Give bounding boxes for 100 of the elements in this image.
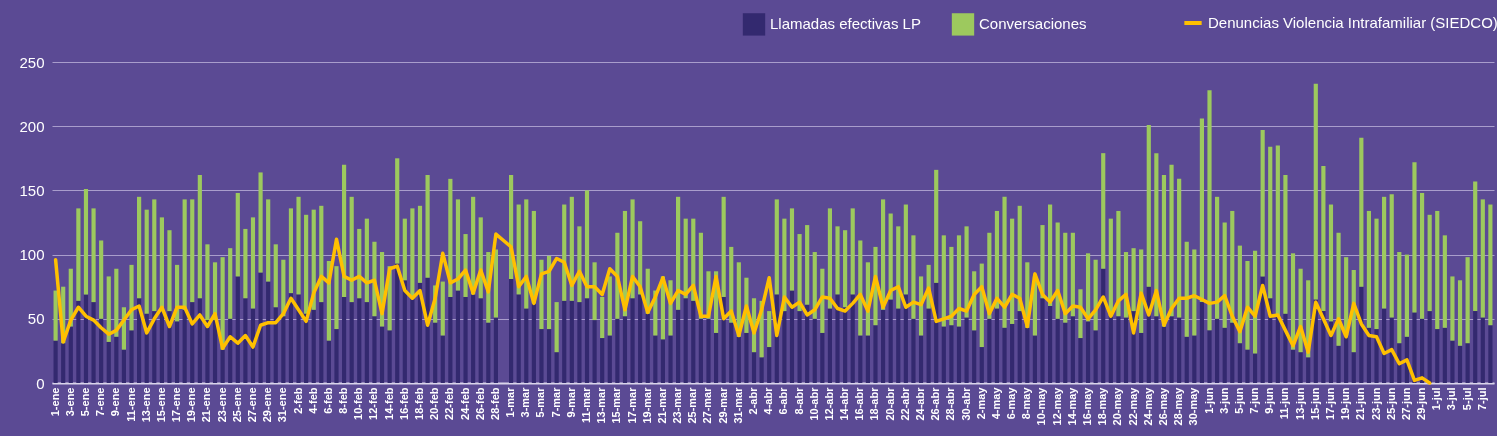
bar (516, 294, 521, 383)
bar (1245, 261, 1250, 350)
bar (1313, 83, 1318, 300)
bar (190, 199, 195, 303)
x-tick-label: 29-ene (261, 387, 274, 423)
y-tick-label: 200 (19, 117, 45, 135)
bar (395, 158, 400, 264)
bar (1108, 316, 1113, 383)
bar (577, 302, 582, 383)
bar (1070, 316, 1075, 383)
x-tick-label: 11-mar (580, 386, 593, 423)
bar (288, 208, 294, 294)
bar (1457, 280, 1463, 346)
bar (1025, 327, 1030, 383)
bar (205, 320, 210, 383)
x-tick-label: 30-may (1187, 386, 1200, 426)
bar (1450, 276, 1455, 341)
x-tick-label: 21-mar (655, 386, 668, 424)
bar (243, 298, 248, 383)
bar (805, 225, 810, 305)
bar (159, 311, 164, 383)
bar (622, 316, 628, 383)
x-tick-label: 21-ene (200, 387, 213, 423)
bar (926, 308, 931, 383)
bar (676, 309, 681, 383)
bar (349, 302, 354, 383)
x-tick-label: 17-mar (625, 386, 638, 424)
x-tick-label: 3-mar (519, 386, 532, 418)
bar (1306, 357, 1311, 383)
x-tick-label: 25-mar (686, 386, 699, 424)
bar (440, 335, 445, 383)
bar (91, 208, 96, 303)
bar (1412, 312, 1417, 383)
bar (797, 311, 802, 383)
bar (212, 320, 218, 383)
x-tick-label: 18-abr (868, 386, 881, 421)
x-tick-label: 5-ene (78, 387, 91, 417)
x-tick-label: 27-jun (1399, 387, 1412, 420)
bar (888, 299, 893, 383)
bar (880, 309, 886, 383)
x-tick-label: 24-may (1141, 386, 1154, 426)
x-tick-label: 31-mar (731, 386, 744, 424)
bar (994, 210, 1000, 309)
bar (562, 300, 567, 383)
bar (410, 298, 415, 383)
bar (106, 341, 111, 383)
bar (949, 246, 954, 326)
x-tick-label: 24-abr (914, 386, 927, 421)
bar (865, 335, 870, 383)
bar (1032, 335, 1037, 383)
x-tick-label: 5-mar (534, 386, 547, 418)
x-tick-label: 13-ene (139, 387, 152, 423)
bar (182, 309, 187, 383)
x-tick-label: 7-mar (549, 386, 562, 418)
bar (1078, 338, 1083, 383)
x-tick-label: 2-feb (291, 387, 304, 414)
x-tick-label: 25-ene (230, 387, 243, 423)
bar (1222, 327, 1227, 383)
bar (1169, 164, 1174, 317)
bar (83, 189, 89, 295)
x-tick-label: 30-abr (959, 386, 972, 421)
bar (1283, 174, 1288, 314)
bar (91, 302, 96, 383)
bar (197, 298, 202, 383)
bar (797, 234, 802, 312)
legend-label: Llamadas efectivas LP (770, 15, 921, 33)
bar (767, 311, 772, 348)
bar (554, 302, 559, 353)
x-tick-label: 14-abr (838, 386, 851, 421)
bar (653, 335, 658, 383)
x-tick-label: 13-mar (595, 386, 608, 424)
bar (956, 326, 962, 383)
bar (956, 235, 962, 327)
x-tick-label: 26-may (1156, 386, 1169, 426)
bar (1207, 90, 1212, 331)
bar (1040, 298, 1045, 383)
bar (835, 226, 840, 295)
x-tick-label: 12-feb (367, 387, 380, 420)
bar (903, 204, 908, 295)
bar (941, 326, 946, 383)
bar (304, 214, 309, 314)
bar (205, 244, 210, 321)
bar (471, 294, 476, 383)
x-tick-label: 17-ene (170, 387, 183, 423)
x-tick-label: 28-feb (488, 387, 501, 420)
bar (235, 192, 240, 277)
bar (744, 332, 749, 383)
bar (569, 300, 574, 383)
x-tick-label: 4-feb (306, 387, 319, 414)
bar (600, 296, 605, 339)
x-tick-label: 3-ene (63, 387, 76, 417)
bar (645, 313, 650, 383)
bar (835, 294, 840, 383)
bar (425, 174, 430, 278)
x-tick-label: 7-jul (1475, 387, 1488, 411)
x-tick-label: 6-may (1005, 386, 1018, 420)
y-tick-label: 0 (36, 374, 45, 392)
bar (1215, 196, 1220, 319)
x-tick-label: 26-feb (473, 387, 486, 420)
bar (1192, 335, 1197, 383)
